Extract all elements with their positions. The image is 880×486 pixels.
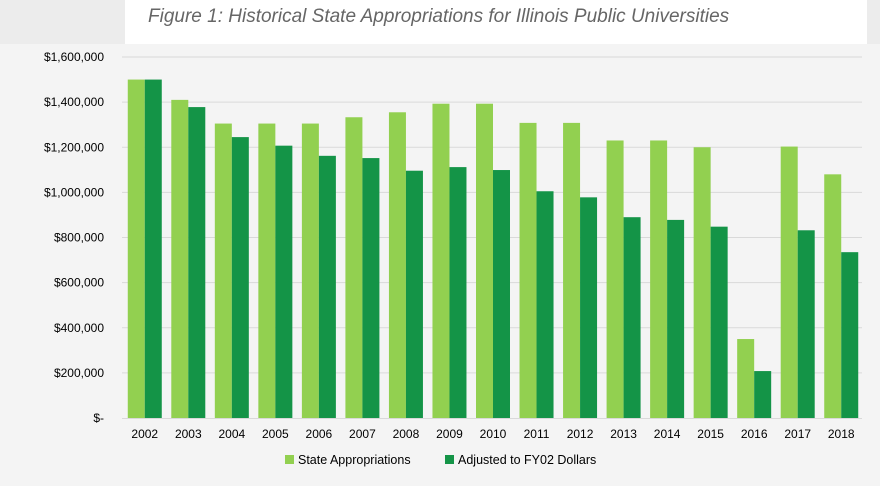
- y-tick-label: $800,000: [54, 231, 104, 245]
- y-tick-label: $1,000,000: [44, 185, 104, 199]
- x-tick-label: 2011: [524, 427, 550, 441]
- bar-adjusted-fy02-2015: [710, 226, 728, 418]
- bar-adjusted-fy02-2008: [405, 170, 423, 418]
- bar-adjusted-fy02-2018: [841, 252, 859, 418]
- bar-state-appropriations-2016: [737, 339, 755, 418]
- bar-state-appropriations-2009: [432, 103, 450, 418]
- bar-adjusted-fy02-2006: [318, 155, 336, 419]
- bar-adjusted-fy02-2014: [667, 219, 685, 418]
- bar-adjusted-fy02-2010: [493, 170, 510, 418]
- bar-adjusted-fy02-2007: [362, 158, 380, 418]
- bar-state-appropriations-2005: [258, 123, 276, 418]
- x-tick-label: 2004: [218, 427, 245, 441]
- bar-adjusted-fy02-2002: [144, 79, 162, 418]
- bar-adjusted-fy02-2012: [580, 197, 598, 418]
- bar-adjusted-fy02-2017: [797, 230, 815, 418]
- x-tick-label: 2017: [784, 427, 811, 441]
- bar-adjusted-fy02-2005: [275, 145, 293, 418]
- bar-state-appropriations-2003: [171, 99, 189, 419]
- x-tick-label: 2010: [480, 427, 507, 441]
- y-tick-label: $1,400,000: [44, 95, 104, 109]
- bar-state-appropriations-2011: [519, 122, 537, 418]
- legend-swatch: [445, 455, 454, 464]
- bar-state-appropriations-2008: [388, 112, 406, 418]
- x-tick-label: 2007: [349, 427, 376, 441]
- x-tick-label: 2008: [393, 427, 420, 441]
- x-tick-label: 2013: [610, 427, 637, 441]
- bar-adjusted-fy02-2003: [188, 107, 206, 419]
- bar-state-appropriations-2013: [606, 140, 624, 418]
- x-tick-label: 2018: [828, 427, 855, 441]
- chart-title: Figure 1: Historical State Appropriation…: [148, 6, 730, 27]
- bar-state-appropriations-2017: [780, 146, 798, 418]
- y-tick-label: $1,200,000: [44, 140, 104, 154]
- x-tick-label: 2014: [654, 427, 681, 441]
- bar-state-appropriations-2014: [650, 140, 668, 418]
- x-tick-label: 2003: [175, 427, 202, 441]
- bar-adjusted-fy02-2016: [754, 371, 772, 418]
- y-tick-label: $400,000: [54, 321, 104, 335]
- x-tick-label: 2002: [131, 427, 158, 441]
- bar-state-appropriations-2012: [563, 122, 581, 418]
- bar-adjusted-fy02-2013: [623, 217, 641, 418]
- y-tick-label: $-: [93, 411, 104, 425]
- y-tick-label: $200,000: [54, 366, 104, 380]
- y-tick-label: $600,000: [54, 276, 104, 290]
- bar-state-appropriations-2018: [824, 174, 842, 418]
- x-tick-label: 2016: [741, 427, 768, 441]
- x-tick-label: 2006: [306, 427, 333, 441]
- x-tick-label: 2005: [262, 427, 289, 441]
- bar-state-appropriations-2015: [693, 147, 711, 418]
- x-tick-label: 2009: [436, 427, 463, 441]
- bar-adjusted-fy02-2011: [536, 191, 554, 418]
- legend-label: Adjusted to FY02 Dollars: [458, 453, 596, 467]
- legend-swatch: [285, 455, 294, 464]
- title-box: [125, 0, 867, 44]
- bar-state-appropriations-2007: [345, 117, 363, 418]
- bar-adjusted-fy02-2004: [231, 137, 249, 419]
- bar-state-appropriations-2006: [301, 123, 319, 418]
- bar-state-appropriations-2004: [214, 123, 232, 418]
- y-tick-label: $1,600,000: [44, 50, 104, 64]
- bar-state-appropriations-2002: [127, 79, 145, 418]
- x-tick-label: 2012: [567, 427, 594, 441]
- x-tick-label: 2015: [697, 427, 724, 441]
- bar-state-appropriations-2010: [476, 103, 493, 418]
- legend-label: State Appropriations: [298, 453, 411, 467]
- bar-adjusted-fy02-2009: [449, 167, 467, 418]
